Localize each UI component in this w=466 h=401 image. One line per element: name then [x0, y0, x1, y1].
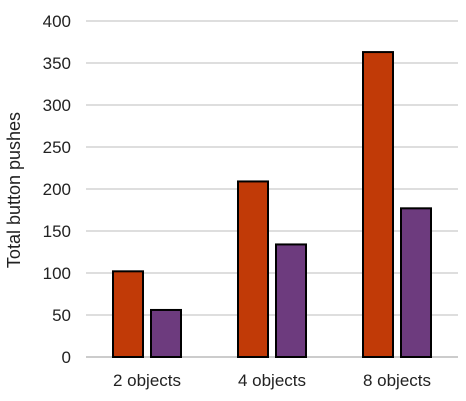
- y-tick-label: 400: [43, 12, 71, 31]
- gridlines: [86, 20, 458, 358]
- y-tick-label: 100: [43, 264, 71, 283]
- x-tick-label: 2 objects: [113, 371, 181, 390]
- y-tick-label: 300: [43, 96, 71, 115]
- bar-series-1-2-objects: [112, 270, 144, 359]
- y-tick-label: 0: [62, 348, 71, 367]
- y-axis-ticks: 0 50 100 150 200 250 300 350 400: [43, 12, 71, 367]
- y-tick-label: 350: [43, 54, 71, 73]
- bar-series-2-2-objects: [150, 308, 182, 358]
- bar-series-1-8-objects: [362, 51, 394, 359]
- bars: [112, 51, 432, 359]
- bar-series-1-4-objects: [237, 180, 269, 358]
- x-tick-label: 4 objects: [238, 371, 306, 390]
- y-tick-label: 250: [43, 138, 71, 157]
- y-axis-title: Total button pushes: [4, 112, 24, 268]
- y-tick-label: 200: [43, 180, 71, 199]
- x-tick-label: 8 objects: [363, 371, 431, 390]
- y-tick-label: 50: [52, 306, 71, 325]
- bar-series-2-4-objects: [275, 243, 307, 358]
- y-tick-label: 150: [43, 222, 71, 241]
- bar-series-2-8-objects: [400, 207, 432, 358]
- x-axis-ticks: 2 objects 4 objects 8 objects: [113, 371, 431, 390]
